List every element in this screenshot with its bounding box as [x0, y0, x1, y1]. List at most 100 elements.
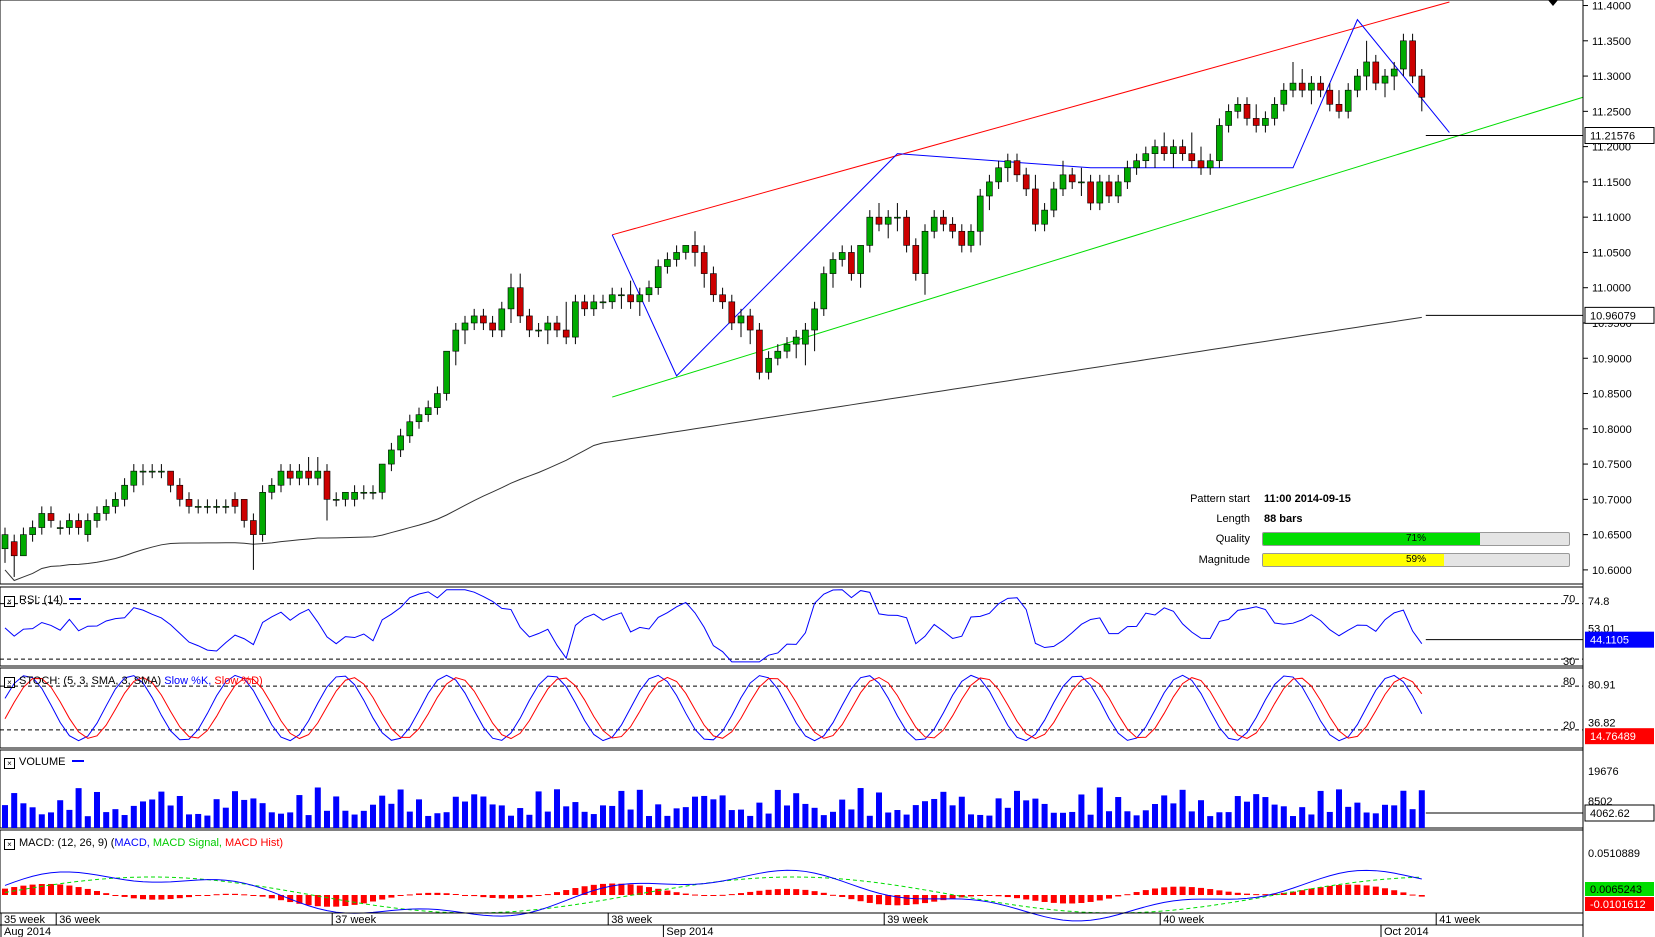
candle-body	[480, 315, 487, 324]
pattern-quality-label: Quality	[1215, 533, 1250, 545]
volume-bar	[1345, 806, 1352, 828]
rsi-collapse-icon[interactable]: ×	[4, 596, 15, 607]
macd-hist-bar	[1418, 895, 1425, 897]
candle-body	[29, 527, 36, 535]
volume-bar	[66, 809, 73, 828]
volume-bar	[370, 804, 376, 828]
candle-body	[921, 230, 929, 274]
macd-hist-bar	[158, 895, 165, 900]
volume-title: × VOLUME	[4, 756, 84, 769]
volume-collapse-icon[interactable]: ×	[4, 758, 15, 769]
candle-body	[848, 252, 855, 274]
axis-layer: 35 week 36 week 37 week 38 week 39 week 40 we…	[0, 0, 1584, 937]
volume-bar	[1299, 807, 1306, 828]
pattern-length-value: 88 bars	[1264, 513, 1303, 525]
candle-body	[912, 245, 920, 274]
macd-hist-bar	[646, 887, 652, 895]
stoch-title: × STOCH: (5, 3, SMA, 3, SMA) Slow %K, Slo…	[4, 675, 263, 688]
volume-bar	[158, 791, 165, 828]
macd-hist-bar	[1050, 895, 1057, 903]
volume-bar	[765, 813, 772, 828]
candle-body	[130, 470, 138, 486]
last-price-label: 11.21576	[1590, 131, 1635, 143]
candle-body	[1354, 75, 1361, 91]
candle-body	[1400, 40, 1407, 70]
candle-body	[829, 259, 837, 274]
candle-body	[75, 520, 82, 528]
candle-body	[664, 259, 671, 267]
quality-bar-fill	[1263, 533, 1481, 545]
month-label: Aug 2014	[4, 926, 51, 937]
volume-bar	[811, 807, 818, 828]
volume-bar	[922, 801, 928, 828]
stoch-d-label: Slow %D)	[214, 675, 263, 687]
macd-hist-bar	[232, 893, 238, 895]
macd-main-label: MACD,	[114, 837, 150, 849]
candle-body	[535, 329, 542, 332]
stoch-k-line	[4, 674, 1423, 742]
candle-body	[691, 245, 699, 253]
pattern-start-value: 11:00 2014-09-15	[1264, 493, 1351, 505]
candle-body	[903, 216, 910, 246]
candle-body	[498, 308, 506, 331]
macd-hist-bar	[167, 895, 174, 900]
volume-bar	[305, 815, 312, 828]
candle-body	[1234, 103, 1242, 112]
macd-hist-bar	[830, 894, 836, 896]
volume-bar	[1050, 812, 1057, 828]
macd-hist-bar	[443, 893, 450, 895]
volume-bar	[1014, 790, 1020, 828]
macd-hist-bar	[1170, 886, 1177, 895]
volume-bar	[1078, 794, 1085, 828]
macd-hist-bar	[839, 895, 846, 897]
volume-bar	[195, 813, 202, 828]
macd-title: × MACD: (12, 26, 9) (MACD, MACD Signal, M…	[4, 837, 283, 850]
volume-bar	[646, 815, 652, 828]
volume-bar	[186, 814, 192, 828]
volume-bar	[1418, 790, 1425, 828]
macd-hist-bar	[351, 895, 358, 905]
candle-body	[765, 357, 772, 373]
candle-body	[719, 294, 726, 303]
candle-body	[627, 294, 634, 303]
volume-bar	[112, 809, 119, 828]
week-label: 40 week	[1163, 914, 1204, 926]
volume-bar	[1004, 807, 1011, 828]
macd-hist-bar	[1004, 895, 1011, 898]
volume-bar	[774, 789, 781, 828]
macd-hist-bar	[554, 892, 560, 895]
candle-body	[1418, 75, 1426, 98]
macd-hist-bar	[728, 894, 735, 896]
volume-bar	[1115, 797, 1122, 828]
stoch-collapse-icon[interactable]: ×	[4, 677, 15, 688]
candle-body	[581, 301, 588, 310]
macd-title-text: MACD: (12, 26, 9)	[19, 837, 108, 849]
candle-body	[461, 322, 469, 331]
candle-body	[1170, 146, 1177, 154]
candle-body	[572, 301, 579, 338]
candle-body	[636, 294, 644, 303]
candle-body	[1271, 103, 1278, 119]
volume-bar	[379, 795, 386, 828]
volume-bar	[167, 805, 174, 828]
macd-hist-bar	[563, 890, 570, 895]
macd-hist-bar	[397, 895, 404, 896]
macd-collapse-icon[interactable]: ×	[4, 839, 15, 850]
quality-value: 71%	[1405, 533, 1426, 544]
price-tick-label: 11.4000	[1592, 1, 1631, 13]
candle-body	[1243, 103, 1251, 119]
macd-hist-bar	[1409, 894, 1416, 896]
candle-body	[1262, 118, 1269, 126]
macd-hist-bar	[609, 883, 616, 895]
macd-hist-bar	[1216, 890, 1223, 895]
volume-bar	[75, 788, 82, 828]
candle-body	[121, 484, 128, 500]
candle-body	[10, 541, 18, 557]
candle-body	[1188, 153, 1196, 162]
candle-body	[56, 527, 64, 529]
macd-hist-bar	[370, 895, 376, 902]
candle-body	[1197, 160, 1205, 169]
price-tick-label: 11.0000	[1592, 283, 1631, 295]
macd-hist-bar	[1041, 895, 1048, 902]
